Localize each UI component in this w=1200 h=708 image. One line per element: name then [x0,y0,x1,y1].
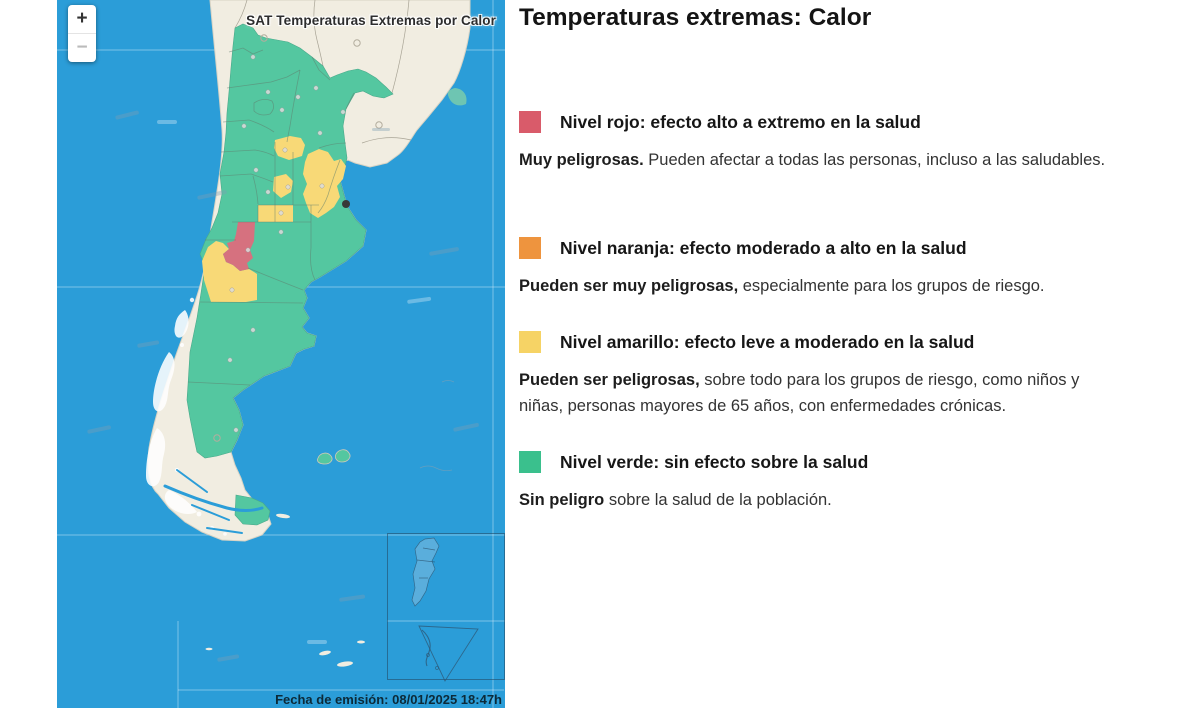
map-label-marks [87,110,479,662]
warning-map[interactable]: SAT Temperaturas Extremas por Calor Fech… [57,0,505,708]
orange-level-description: Pueden ser muy peligrosas, especialmente… [519,277,1045,295]
country-borders [234,0,412,144]
legend-panel: Temperaturas extremas: Calor Nivel rojo:… [505,0,1200,708]
malvinas-islands [317,449,351,465]
map-attribution: Fecha de emisión: 08/01/2025 18:47h [275,692,502,707]
zoom-out-button[interactable]: − [68,33,96,62]
legend-item-red: Nivel rojo: efecto alto a extremo en la … [519,111,1159,173]
inset-overview-map [387,533,505,682]
map-title: SAT Temperaturas Extremas por Calor [246,13,496,28]
red-level-swatch [519,111,541,133]
yellow-warning-provinces[interactable] [202,136,346,302]
legend-item-yellow: Nivel amarillo: efecto leve a moderado e… [519,331,1159,419]
red-warning-province[interactable] [223,222,255,271]
orange-level-heading: Nivel naranja: efecto moderado a alto en… [560,237,967,258]
south-islands [205,640,365,667]
brazil-green-area [447,88,467,106]
green-level-heading: Nivel verde: sin efecto sobre la salud [560,451,869,472]
yellow-level-swatch [519,331,541,353]
green-level-swatch [519,451,541,473]
green-level-description: Sin peligro sobre la salud de la poblaci… [519,491,832,509]
yellow-level-heading: Nivel amarillo: efecto leve a moderado e… [560,331,975,352]
province-borders [187,47,355,386]
yellow-level-description: Pueden ser peligrosas, sobre todo para l… [519,371,1080,415]
legend-item-green: Nivel verde: sin efecto sobre la salud S… [519,451,1159,513]
zoom-in-button[interactable]: + [76,8,88,29]
andes-ice-patches [146,297,227,536]
red-level-heading: Nivel rojo: efecto alto a extremo en la … [560,111,921,132]
buenos-aires-marker [342,200,350,208]
legend-item-orange: Nivel naranja: efecto moderado a alto en… [519,237,1159,299]
zoom-control: + − [68,5,96,62]
islet [276,513,290,519]
argentina-map-canvas[interactable] [57,0,505,708]
magellan-strait [163,469,264,534]
city-ring-markers [213,34,383,442]
city-dots [227,54,346,433]
orange-level-swatch [519,237,541,259]
red-level-description: Muy peligrosas. Pueden afectar a todas l… [519,151,1106,169]
page-title: Temperaturas extremas: Calor [519,4,872,31]
